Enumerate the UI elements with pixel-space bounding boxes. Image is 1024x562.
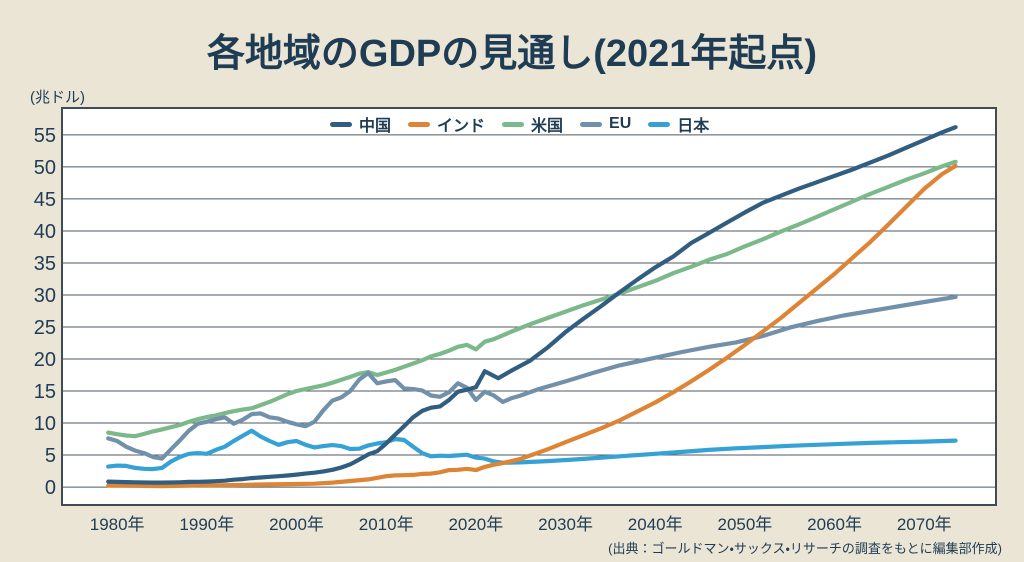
- legend-label-中国: 中国: [359, 118, 392, 135]
- legend-label-米国: 米国: [531, 118, 564, 135]
- y-tick-label-30: 30: [34, 285, 56, 307]
- legend-label-日本: 日本: [677, 118, 710, 135]
- x-tick-label-2010: 2010年: [359, 515, 414, 534]
- legend-label-EU: EU: [609, 115, 632, 132]
- y-tick-label-10: 10: [34, 413, 56, 435]
- legend-swatch-インド: [408, 121, 431, 127]
- x-tick-label-2040: 2040年: [628, 515, 683, 534]
- legend-swatch-中国: [330, 121, 352, 127]
- series-line-米国: [106, 159, 958, 439]
- series-line-日本: [106, 428, 958, 472]
- y-tick-label-25: 25: [34, 317, 56, 339]
- series-line-中国: [106, 125, 958, 485]
- series-line-EU: [106, 294, 958, 461]
- y-tick-label-35: 35: [34, 253, 56, 275]
- y-tick-label-40: 40: [34, 221, 56, 243]
- source-note: (出典：ゴールドマン・サックス・リサーチの調査をもとに編集部作成): [608, 541, 1002, 556]
- y-tick-label-5: 5: [45, 445, 56, 467]
- chart-title: 各地域のGDPの見通し(2021年起点): [206, 33, 818, 75]
- x-tick-label-2020: 2020年: [448, 515, 503, 534]
- chart-legend: 中国 インド 米国 EU 日本: [330, 112, 709, 136]
- plot-frame: [61, 107, 997, 506]
- x-tick-label-1980: 1980年: [90, 515, 145, 534]
- x-tick-label-2030: 2030年: [538, 515, 593, 534]
- x-tick-label-2050: 2050年: [717, 515, 772, 534]
- legend-label-インド: インド: [437, 118, 486, 135]
- x-tick-label-2000: 2000年: [269, 515, 324, 534]
- y-axis-unit-label: (兆ドル): [30, 89, 85, 106]
- y-tick-label-55: 55: [34, 125, 56, 147]
- y-tick-label-50: 50: [34, 157, 56, 179]
- legend-item-米国: 米国: [502, 112, 563, 136]
- series-line-インド: [106, 163, 958, 489]
- legend-item-日本: 日本: [648, 112, 709, 136]
- y-tick-label-45: 45: [34, 189, 56, 211]
- y-tick-label-20: 20: [34, 349, 56, 371]
- legend-swatch-EU: [580, 121, 603, 127]
- x-tick-label-2070: 2070年: [897, 515, 952, 534]
- legend-swatch-日本: [648, 121, 671, 127]
- y-tick-label-0: 0: [45, 477, 56, 499]
- legend-item-中国: 中国: [330, 112, 391, 136]
- legend-swatch-米国: [502, 121, 525, 127]
- x-tick-label-2060: 2060年: [807, 515, 862, 534]
- y-tick-label-15: 15: [34, 381, 56, 403]
- legend-item-インド: インド: [408, 112, 485, 136]
- legend-item-EU: EU: [580, 115, 631, 133]
- x-tick-label-1990: 1990年: [179, 515, 234, 534]
